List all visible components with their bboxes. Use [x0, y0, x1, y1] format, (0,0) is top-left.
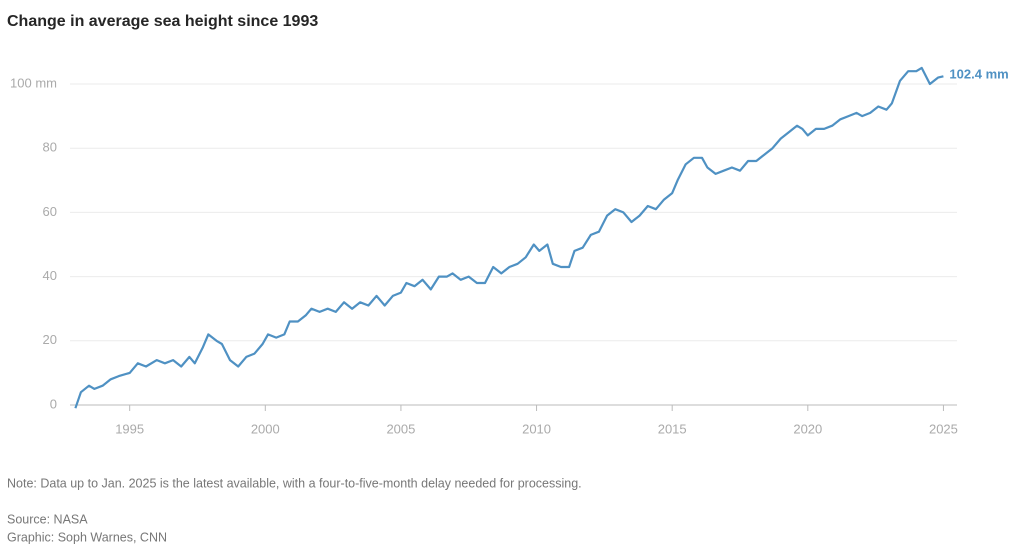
- y-tick-label: 100 mm: [10, 75, 57, 90]
- y-tick-label: 80: [43, 140, 57, 155]
- y-tick-label: 0: [50, 396, 57, 411]
- x-tick-label: 2010: [522, 421, 551, 436]
- x-tick-label: 2020: [793, 421, 822, 436]
- line: [74, 66, 944, 409]
- source: Source: NASA: [7, 512, 88, 526]
- y-tick-label: 20: [43, 332, 57, 347]
- end-label: 102.4 mm: [949, 67, 1008, 82]
- y-tick-label: 60: [43, 204, 57, 219]
- x-tick-label: 2025: [929, 421, 958, 436]
- y-tick-label: 40: [43, 268, 57, 283]
- x-tick-label: 2015: [658, 421, 687, 436]
- credit: Graphic: Soph Warnes, CNN: [7, 530, 167, 544]
- x-tick-label: 1995: [115, 421, 144, 436]
- chart-title: Change in average sea height since 1993: [7, 13, 318, 30]
- x-tick-label: 2000: [251, 421, 280, 436]
- x-tick-label: 2005: [386, 421, 415, 436]
- note: Note: Data up to Jan. 2025 is the latest…: [7, 476, 582, 490]
